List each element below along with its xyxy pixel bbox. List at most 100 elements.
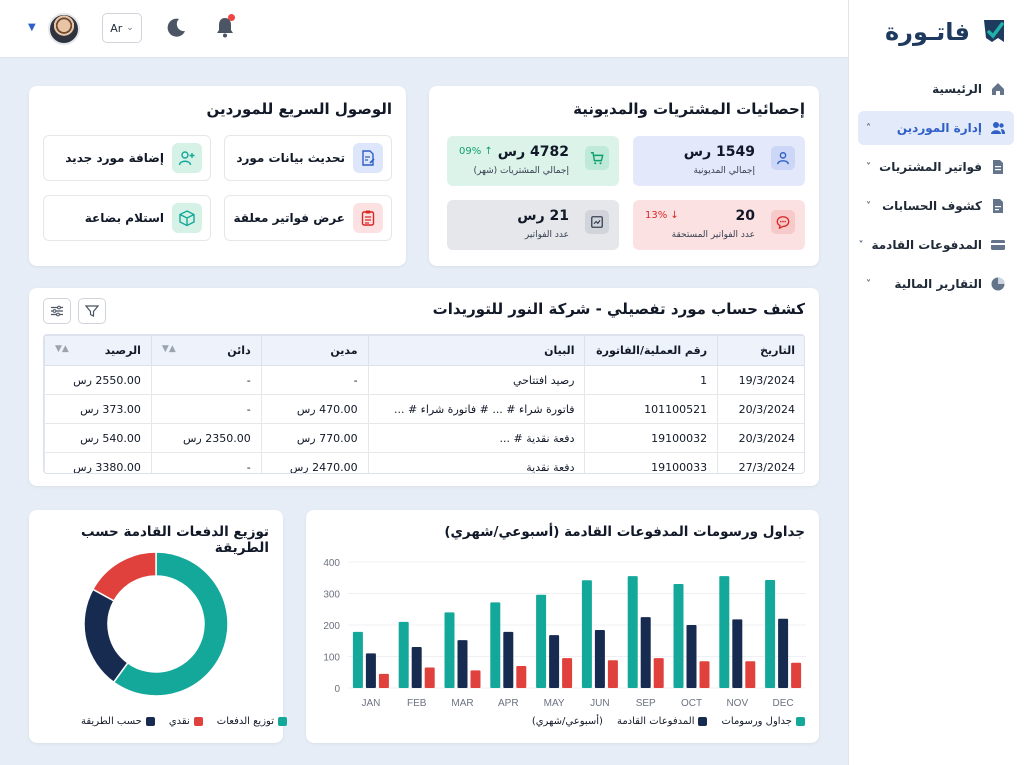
- bar[interactable]: [791, 662, 802, 688]
- bar[interactable]: [765, 579, 776, 688]
- bar[interactable]: [378, 673, 389, 688]
- stat-label: عدد الفواتير: [524, 230, 569, 240]
- donut-slice[interactable]: [83, 588, 129, 684]
- bar[interactable]: [594, 630, 605, 688]
- pie-chart-icon: [991, 277, 1005, 291]
- bar[interactable]: [732, 619, 743, 688]
- column-header[interactable]: رقم العملية/الفاتورة: [584, 335, 719, 366]
- table-row[interactable]: 19/3/2024 1 رصيد افتتاحي - - 2550.00 رس: [44, 365, 804, 395]
- table-row[interactable]: 27/3/2024 19100033 دفعة نقدية 2470.00 رس…: [44, 452, 804, 473]
- donut-slice[interactable]: [91, 552, 157, 602]
- bar[interactable]: [424, 667, 435, 688]
- trend-up: ↑ 09%: [459, 146, 493, 157]
- filter-button[interactable]: [78, 298, 106, 324]
- trend-down: ↓ 13%: [645, 210, 679, 221]
- card-icon: [991, 240, 1005, 250]
- bell-icon[interactable]: [213, 15, 237, 39]
- sidebar-item-suppliers[interactable]: إدارة الموردين ˄: [858, 111, 1014, 145]
- bar[interactable]: [699, 661, 710, 688]
- bar[interactable]: [398, 621, 409, 688]
- column-header[interactable]: التاريخ: [717, 335, 804, 366]
- cart-icon: [585, 146, 609, 170]
- quick-access-card: الوصول السريع للموردين تحديث بيانات مورد…: [29, 86, 406, 266]
- column-header[interactable]: دائن ▲▼: [150, 335, 262, 366]
- settings-button[interactable]: [43, 298, 71, 324]
- pending-invoices-button[interactable]: عرض فواتير معلقة: [224, 195, 392, 241]
- add-supplier-button[interactable]: إضافة مورد جديد: [43, 135, 211, 181]
- bar[interactable]: [516, 665, 527, 688]
- bar[interactable]: [653, 658, 664, 688]
- sidebar-item-statements[interactable]: كشوف الحسابات ˅: [858, 189, 1014, 223]
- x-tick-label: SEP: [636, 698, 656, 709]
- donut-slice[interactable]: [112, 552, 229, 697]
- bar[interactable]: [673, 584, 684, 688]
- top-bar: ▼ Ar ⌄: [0, 0, 848, 58]
- column-header[interactable]: الرصيد ▲▼: [44, 335, 152, 366]
- bar-chart-title: جداول ورسومات المدفوعات القادمة (أسبوعي/…: [444, 524, 805, 540]
- sidebar-item-financial-reports[interactable]: التقارير المالية ˅: [858, 267, 1014, 301]
- sidebar-item-upcoming-payments[interactable]: المدفوعات القادمة ˅: [858, 228, 1014, 262]
- report-icon: [585, 210, 609, 234]
- x-tick-label: NOV: [726, 698, 748, 709]
- table-cell: 27/3/2024: [717, 452, 804, 473]
- bar[interactable]: [745, 661, 756, 688]
- bar[interactable]: [640, 617, 651, 688]
- column-header[interactable]: البيان: [367, 335, 586, 366]
- x-tick-label: JAN: [361, 698, 380, 709]
- sidebar-item-home[interactable]: الرئيسية: [858, 72, 1014, 106]
- language-value: Ar: [110, 21, 123, 35]
- sidebar-item-label: المدفوعات القادمة: [871, 238, 982, 252]
- bar[interactable]: [457, 640, 468, 688]
- receive-goods-button[interactable]: استلام بضاعة: [43, 195, 211, 241]
- app-logo[interactable]: فاتـورة: [885, 10, 1012, 54]
- bar[interactable]: [686, 625, 697, 688]
- logo-mark-icon: [984, 20, 1004, 42]
- moon-icon[interactable]: [164, 16, 188, 40]
- invoice-icon: [993, 160, 1003, 174]
- table-cell: 19100033: [584, 452, 719, 473]
- sort-icon[interactable]: ▲▼: [161, 344, 176, 354]
- column-header[interactable]: مدين: [260, 335, 369, 366]
- table-cell: 373.00 رس: [44, 394, 152, 424]
- bar[interactable]: [444, 612, 455, 688]
- bar[interactable]: [490, 602, 501, 688]
- bar[interactable]: [627, 576, 638, 688]
- bar[interactable]: [549, 635, 560, 688]
- bar[interactable]: [778, 618, 789, 688]
- avatar[interactable]: [48, 13, 80, 45]
- stat-value: 4782 رس: [497, 144, 569, 160]
- bar[interactable]: [562, 658, 573, 688]
- table-cell: 2350.00 رس: [150, 423, 262, 453]
- profile-dropdown-icon[interactable]: ▼: [28, 22, 36, 33]
- bar[interactable]: [719, 576, 730, 688]
- bar[interactable]: [503, 631, 514, 688]
- table-row[interactable]: 20/3/2024 101100521 فاتورة شراء # ... # …: [44, 394, 804, 424]
- bar[interactable]: [536, 594, 547, 688]
- table-cell: 2470.00 رس: [260, 452, 369, 473]
- stat-label: إجمالي المديونية: [693, 166, 755, 176]
- update-supplier-button[interactable]: تحديث بيانات مورد: [224, 135, 392, 181]
- stat-value: 1549 رس: [683, 144, 755, 160]
- y-tick-label: 0: [334, 684, 340, 695]
- table-cell: فاتورة شراء # ... # فاتورة شراء # ...: [367, 394, 586, 424]
- bar[interactable]: [352, 631, 363, 688]
- statement-table-wrapper[interactable]: التاريخ رقم العملية/الفاتورة البيان مدين…: [43, 334, 805, 474]
- stat-value: 21 رس: [517, 208, 569, 224]
- users-icon: [991, 122, 1005, 134]
- bar[interactable]: [365, 653, 376, 688]
- sidebar-item-purchase-invoices[interactable]: فواتير المشتريات ˅: [858, 150, 1014, 184]
- legend-item: حسب الطريقة: [81, 716, 155, 727]
- bar[interactable]: [607, 660, 618, 688]
- sort-icon[interactable]: ▲▼: [55, 344, 69, 354]
- bar[interactable]: [470, 670, 481, 688]
- edit-document-icon: [353, 143, 383, 173]
- bar[interactable]: [411, 647, 422, 688]
- quick-action-label: عرض فواتير معلقة: [233, 211, 345, 225]
- table-cell: -: [260, 365, 369, 395]
- table-row[interactable]: 20/3/2024 19100032 دفعة نقدية # ... 770.…: [44, 423, 804, 453]
- chevron-down-icon: ˅: [866, 161, 871, 173]
- stat-percent: 09%: [459, 146, 482, 157]
- bar[interactable]: [581, 580, 592, 688]
- language-select[interactable]: Ar ⌄: [102, 13, 142, 43]
- sidebar-item-label: فواتير المشتريات: [879, 160, 982, 174]
